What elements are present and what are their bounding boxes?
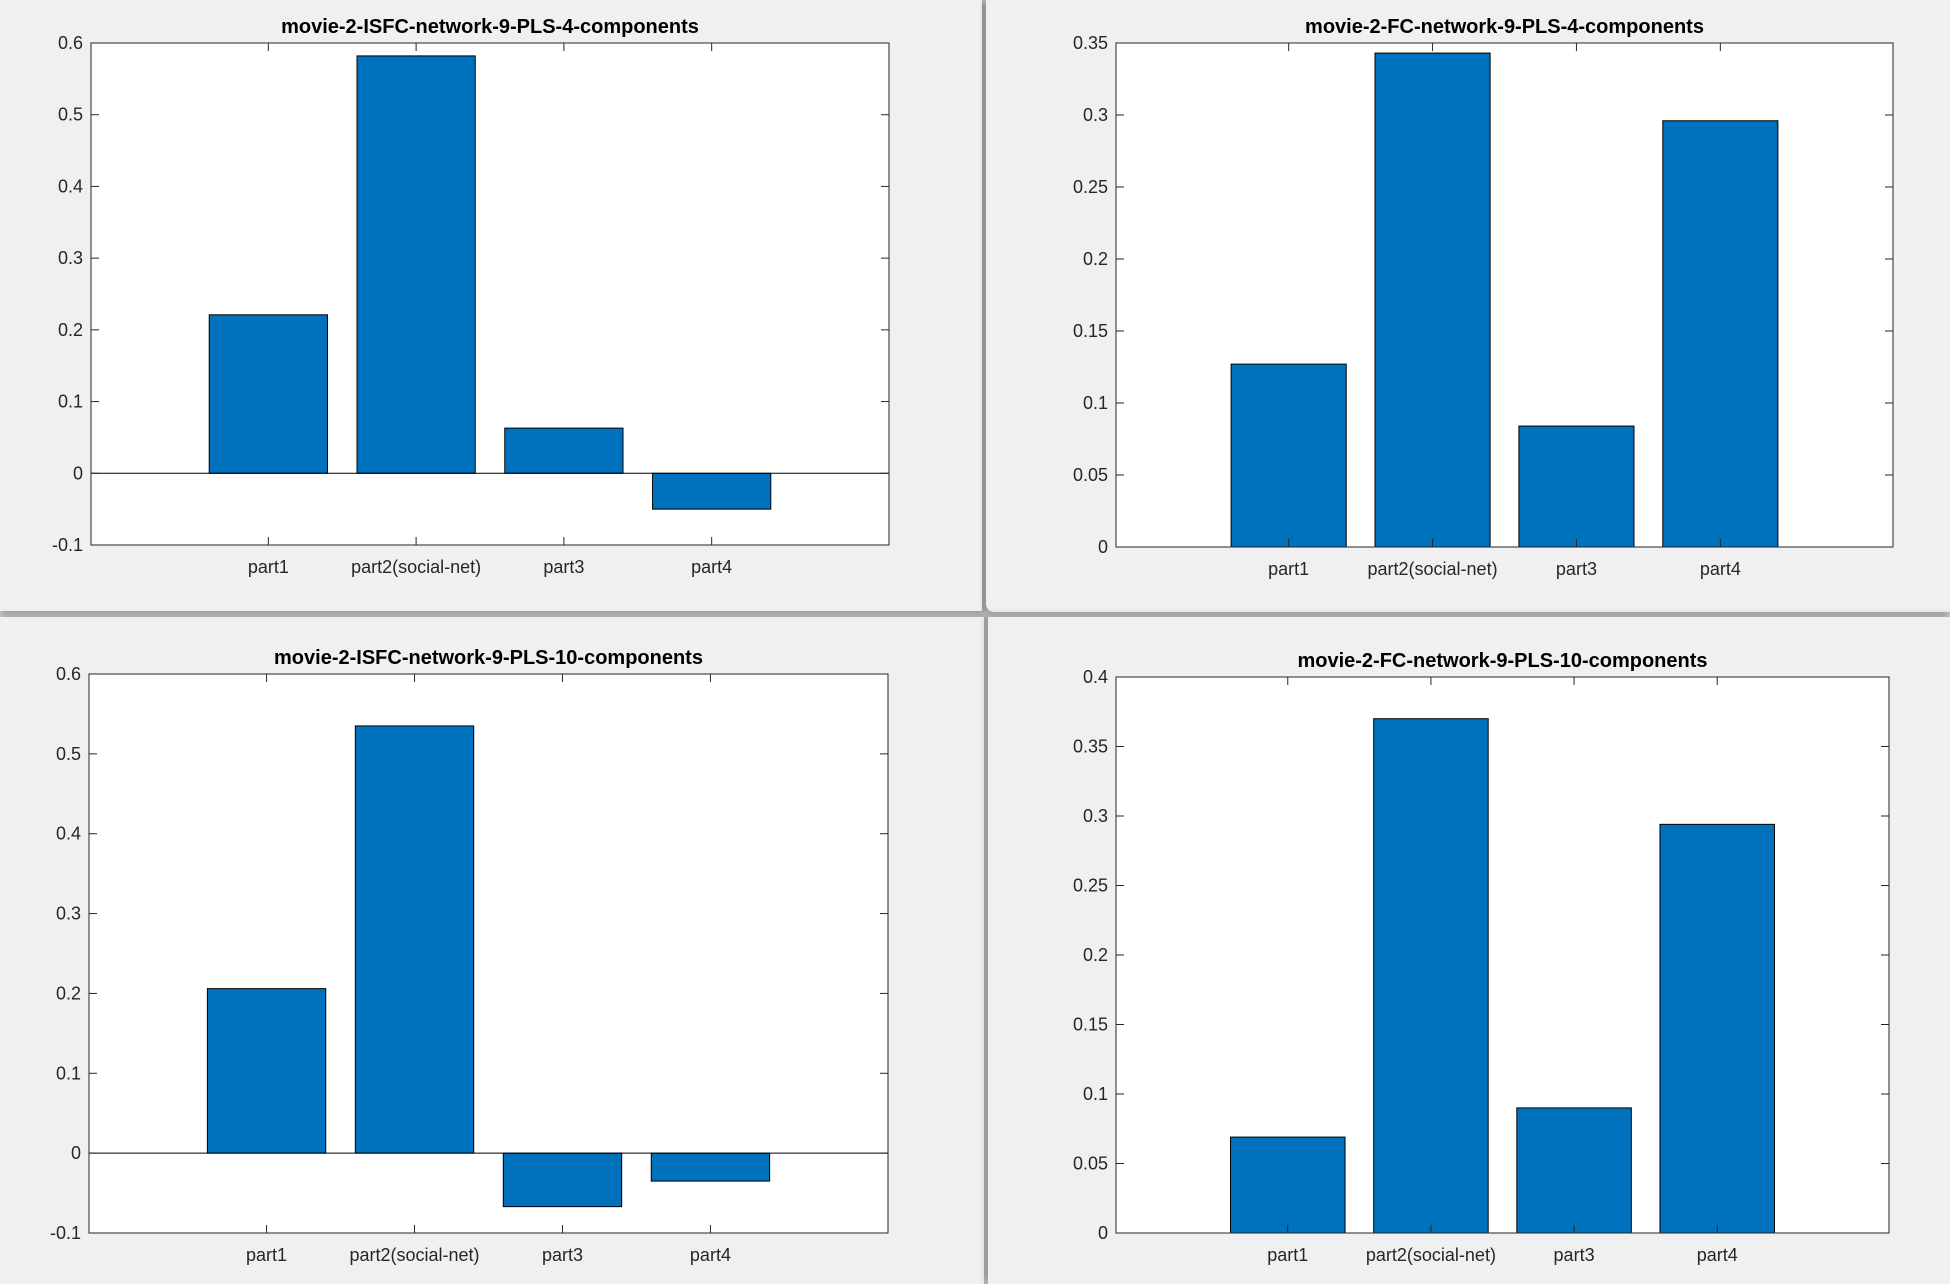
chart-title: movie-2-ISFC-network-9-PLS-10-components bbox=[274, 647, 703, 669]
bar-part1 bbox=[206, 988, 327, 1154]
y-tick-label: 0.2 bbox=[1083, 249, 1108, 269]
bar-part2-social-net- bbox=[1373, 718, 1489, 1234]
x-tick-label: part4 bbox=[691, 557, 732, 577]
y-tick-label: 0 bbox=[71, 1143, 81, 1163]
y-tick-label: 0.1 bbox=[1083, 1084, 1108, 1104]
bar-part3 bbox=[1518, 425, 1635, 548]
window-divider-horizontal bbox=[0, 611, 1950, 617]
x-tick-label: part2(social-net) bbox=[349, 1245, 479, 1265]
bar-part4 bbox=[1659, 823, 1775, 1234]
y-tick-label: 0.05 bbox=[1073, 1154, 1108, 1174]
chart-fc-4-components: 0 0.05 0.1 0.15 0.2 0.25 0.3 0.35 part1 part2(soc… bbox=[1073, 16, 1894, 579]
x-tick-label: part1 bbox=[1267, 1245, 1308, 1265]
y-tick-label: 0 bbox=[1098, 1223, 1108, 1243]
x-tick-label: part4 bbox=[1700, 559, 1741, 579]
x-tick-label: part4 bbox=[690, 1245, 731, 1265]
y-tick-label: 0.5 bbox=[56, 744, 81, 764]
x-tick-label: part4 bbox=[1697, 1245, 1738, 1265]
bar-part4 bbox=[650, 1152, 771, 1182]
y-tick-label: 0.2 bbox=[56, 983, 81, 1003]
x-tick-label: part1 bbox=[246, 1245, 287, 1265]
x-tick-label: part3 bbox=[543, 557, 584, 577]
bar-part1 bbox=[208, 314, 328, 474]
axes-box bbox=[90, 42, 890, 546]
x-tick-label: part1 bbox=[248, 557, 289, 577]
y-tick-label: 0.6 bbox=[58, 33, 83, 53]
x-tick-label: part3 bbox=[1554, 1245, 1595, 1265]
bar-part3 bbox=[1516, 1107, 1632, 1234]
y-tick-label: 0.5 bbox=[58, 105, 83, 125]
y-tick-label: 0.35 bbox=[1073, 33, 1108, 53]
bar-part3 bbox=[504, 427, 624, 474]
figure-window-fc-10[interactable]: 0 0.05 0.1 0.15 0.2 0.25 0.3 0.35 0.4 part1 part2(… bbox=[988, 617, 1950, 1284]
chart-isfc-4-components: -0.1 0 0.1 0.2 0.3 0.4 0.5 0.6 part1 part2(social… bbox=[52, 16, 890, 577]
figure-window-fc-4[interactable]: 0 0.05 0.1 0.15 0.2 0.25 0.3 0.35 part1 part2(soc… bbox=[986, 0, 1950, 612]
y-tick-label: 0.3 bbox=[58, 248, 83, 268]
y-tick-label: 0.6 bbox=[56, 664, 81, 684]
axes-box bbox=[88, 673, 889, 1234]
y-tick-label: 0.3 bbox=[56, 904, 81, 924]
y-tick-label: 0.25 bbox=[1073, 177, 1108, 197]
y-tick-label: 0.15 bbox=[1073, 321, 1108, 341]
axes-box bbox=[1115, 42, 1894, 548]
bar-part4 bbox=[1662, 120, 1779, 548]
y-tick-label: 0.3 bbox=[1083, 806, 1108, 826]
window-divider-vertical bbox=[982, 0, 988, 1284]
y-tick-label: 0.15 bbox=[1073, 1015, 1108, 1035]
chart-isfc-10-components: -0.1 0 0.1 0.2 0.3 0.4 0.5 0.6 part1 part2(social… bbox=[50, 647, 889, 1265]
y-tick-label: 0.4 bbox=[1083, 667, 1108, 687]
y-tick-label: 0.25 bbox=[1073, 876, 1108, 896]
x-tick-label: part2(social-net) bbox=[1368, 559, 1498, 579]
figure-window-isfc-4[interactable]: -0.1 0 0.1 0.2 0.3 0.4 0.5 0.6 part1 part2(social… bbox=[0, 0, 982, 611]
y-tick-label: 0 bbox=[73, 463, 83, 483]
x-tick-label: part3 bbox=[1556, 559, 1597, 579]
bar-part4 bbox=[652, 472, 772, 510]
x-tick-label: part2(social-net) bbox=[351, 557, 481, 577]
y-tick-label: -0.1 bbox=[50, 1223, 81, 1243]
y-tick-label: 0.4 bbox=[58, 176, 83, 196]
y-tick-label: -0.1 bbox=[52, 535, 83, 555]
y-tick-label: 0.05 bbox=[1073, 465, 1108, 485]
chart-title: movie-2-ISFC-network-9-PLS-4-components bbox=[281, 16, 699, 38]
y-tick-label: 0.4 bbox=[56, 824, 81, 844]
y-tick-label: 0 bbox=[1098, 537, 1108, 557]
x-tick-label: part3 bbox=[542, 1245, 583, 1265]
chart-title: movie-2-FC-network-9-PLS-10-components bbox=[1297, 650, 1707, 672]
bar-part2-social-net- bbox=[356, 55, 476, 474]
x-tick-label: part2(social-net) bbox=[1366, 1245, 1496, 1265]
y-tick-label: 0.2 bbox=[58, 320, 83, 340]
y-tick-label: 0.1 bbox=[58, 392, 83, 412]
figure-window-isfc-10[interactable]: -0.1 0 0.1 0.2 0.3 0.4 0.5 0.6 part1 part2(social… bbox=[0, 617, 984, 1284]
y-tick-label: 0.3 bbox=[1083, 105, 1108, 125]
bar-part3 bbox=[502, 1152, 623, 1208]
bar-part1 bbox=[1230, 363, 1347, 548]
y-tick-label: 0.1 bbox=[56, 1063, 81, 1083]
y-tick-label: 0.2 bbox=[1083, 945, 1108, 965]
bar-part2-social-net- bbox=[354, 725, 475, 1154]
chart-fc-10-components: 0 0.05 0.1 0.15 0.2 0.25 0.3 0.35 0.4 part1 part2(… bbox=[1073, 650, 1890, 1265]
bar-part2-social-net- bbox=[1374, 52, 1491, 548]
chart-title: movie-2-FC-network-9-PLS-4-components bbox=[1305, 16, 1704, 38]
y-tick-label: 0.1 bbox=[1083, 393, 1108, 413]
bar-part1 bbox=[1230, 1136, 1346, 1234]
y-tick-label: 0.35 bbox=[1073, 737, 1108, 757]
x-tick-label: part1 bbox=[1268, 559, 1309, 579]
